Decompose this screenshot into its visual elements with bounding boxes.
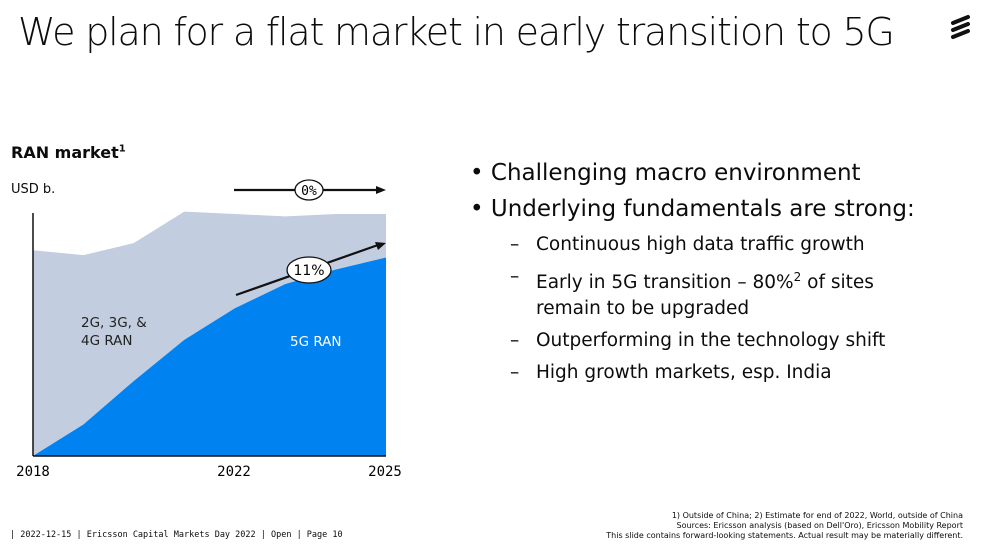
growth-label-5g: 11% <box>293 263 324 279</box>
footnote: This slide contains forward-looking stat… <box>606 531 963 540</box>
slide-title: We plan for a flat market in early trans… <box>18 10 895 54</box>
area-series-5g-ran <box>33 257 386 456</box>
footer-notes: 1) Outside of China; 2) Estimate for end… <box>606 511 963 541</box>
growth-label-total: 0% <box>301 184 317 199</box>
x-tick-label: 2022 <box>217 464 251 480</box>
x-tick-label: 2018 <box>16 464 50 480</box>
growth-arrow-5g: 11% <box>235 242 386 297</box>
footnote: 1) Outside of China; 2) Estimate for end… <box>671 511 963 520</box>
footnote: Sources: Ericsson analysis (based on Del… <box>676 521 963 530</box>
growth-arrow-total: 0% <box>234 179 386 201</box>
sub-bullet-item: – Continuous high data traffic growth <box>510 234 865 255</box>
x-tick-label: 2025 <box>368 464 402 480</box>
bullet-list: • Challenging macro environment • Underl… <box>470 160 915 392</box>
bullet-item: • Underlying fundamentals are strong: <box>470 196 915 222</box>
series-label-legacy: 4G RAN <box>81 333 133 349</box>
sub-bullet-item: – Early in 5G transition – 80%2 of sites r… <box>510 266 874 320</box>
series-label-5g: 5G RAN <box>290 334 342 350</box>
sub-bullet-item: – Outperforming in the technology shift <box>510 330 886 352</box>
footer-meta: | 2022-12-15 | Ericsson Capital Markets … <box>10 530 343 540</box>
sub-bullet-item: – High growth markets, esp. India <box>510 362 832 384</box>
y-axis-unit: USD b. <box>11 182 56 197</box>
series-label-legacy: 2G, 3G, & <box>81 315 147 331</box>
bullet-item: • Challenging macro environment <box>470 160 861 186</box>
chart-title: RAN market1 <box>11 143 126 162</box>
ericsson-logo <box>951 15 970 39</box>
